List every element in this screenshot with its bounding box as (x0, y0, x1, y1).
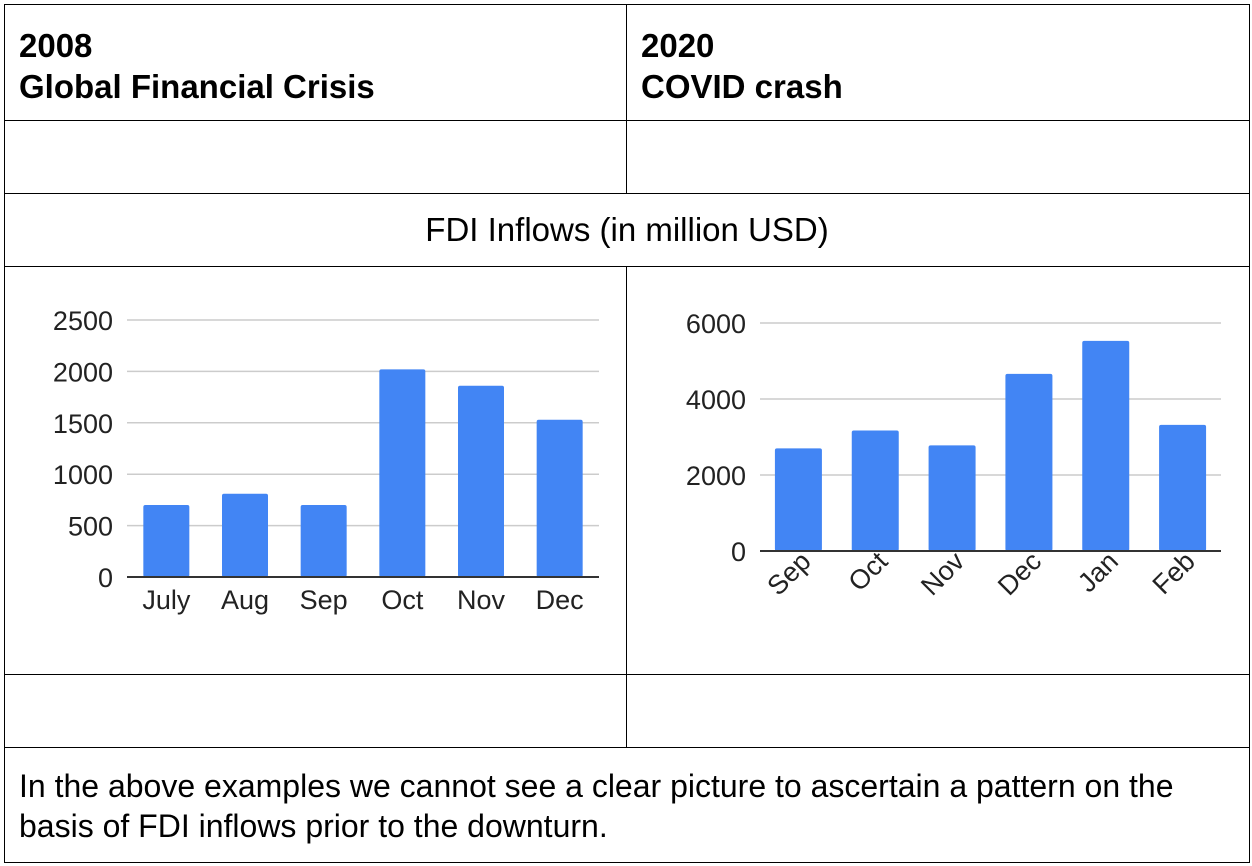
bar (774, 448, 822, 551)
x-tick-label: Oct (843, 546, 894, 597)
x-tick-label: Sep (761, 546, 816, 601)
y-tick-label: 4000 (686, 385, 746, 415)
bar (458, 385, 504, 577)
y-tick-label: 2500 (53, 306, 113, 336)
bar (851, 430, 899, 551)
bar (1082, 340, 1130, 551)
y-tick-label: 500 (68, 512, 113, 542)
event-label: Global Financial Crisis (19, 68, 375, 105)
y-tick-label: 1500 (53, 409, 113, 439)
x-tick-label: Dec (536, 585, 584, 615)
x-tick-label: Nov (457, 585, 506, 615)
bar (300, 505, 347, 577)
x-tick-label: Sep (300, 585, 348, 615)
fdi-chart-2020: 0 2000 4000 6000 Sep Oct Nov Dec Jan Feb (686, 309, 1221, 602)
x-tick-label: Feb (1147, 546, 1201, 600)
bar (536, 419, 583, 577)
bar (379, 369, 426, 577)
x-tick-label: July (142, 585, 191, 615)
bar (1159, 424, 1207, 551)
bar (1005, 373, 1053, 551)
empty-cell (626, 674, 1250, 748)
section-title: FDI Inflows (in million USD) (4, 193, 1250, 267)
empty-cell (626, 120, 1250, 194)
header-cell-2008: 2008 Global Financial Crisis (4, 4, 627, 121)
bar (928, 445, 976, 551)
y-tick-label: 0 (731, 537, 746, 567)
y-tick-label: 6000 (686, 309, 746, 339)
x-tick-label: Jan (1072, 546, 1124, 598)
year-label: 2020 (641, 27, 715, 64)
empty-cell (4, 674, 627, 748)
chart-cell-2020: 0 2000 4000 6000 Sep Oct Nov Dec Jan Feb (626, 266, 1250, 675)
y-tick-label: 2000 (686, 461, 746, 491)
y-tick-label: 1000 (53, 460, 113, 490)
x-tick-label: Dec (992, 546, 1047, 601)
x-tick-label: Oct (381, 585, 424, 615)
event-label: COVID crash (641, 68, 843, 105)
x-tick-label: Aug (221, 585, 269, 615)
fdi-chart-2008: 0 500 1000 1500 2000 2500 July Aug Sep Oct Nov Dec (53, 306, 599, 615)
chart-cell-2008: 0 500 1000 1500 2000 2500 July Aug Sep Oct Nov Dec (4, 266, 627, 675)
bar (222, 493, 268, 577)
empty-cell (4, 120, 627, 194)
x-tick-label: Nov (915, 546, 971, 602)
bar (143, 505, 190, 577)
y-tick-label: 0 (98, 563, 113, 593)
header-cell-2020: 2020 COVID crash (626, 4, 1250, 121)
comparison-table: 2008 Global Financial Crisis 2020 COVID … (4, 4, 1250, 863)
conclusion-text: In the above examples we cannot see a cl… (4, 747, 1250, 863)
y-tick-label: 2000 (53, 357, 113, 387)
year-label: 2008 (19, 27, 93, 64)
